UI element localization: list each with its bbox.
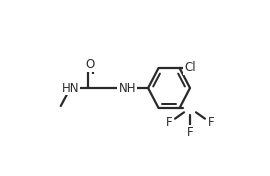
Text: F: F — [208, 116, 214, 129]
Text: HN: HN — [62, 81, 79, 95]
Text: O: O — [86, 58, 95, 71]
Text: Cl: Cl — [184, 61, 196, 74]
Text: F: F — [166, 116, 172, 129]
Text: F: F — [187, 126, 193, 139]
Text: NH: NH — [118, 81, 136, 95]
